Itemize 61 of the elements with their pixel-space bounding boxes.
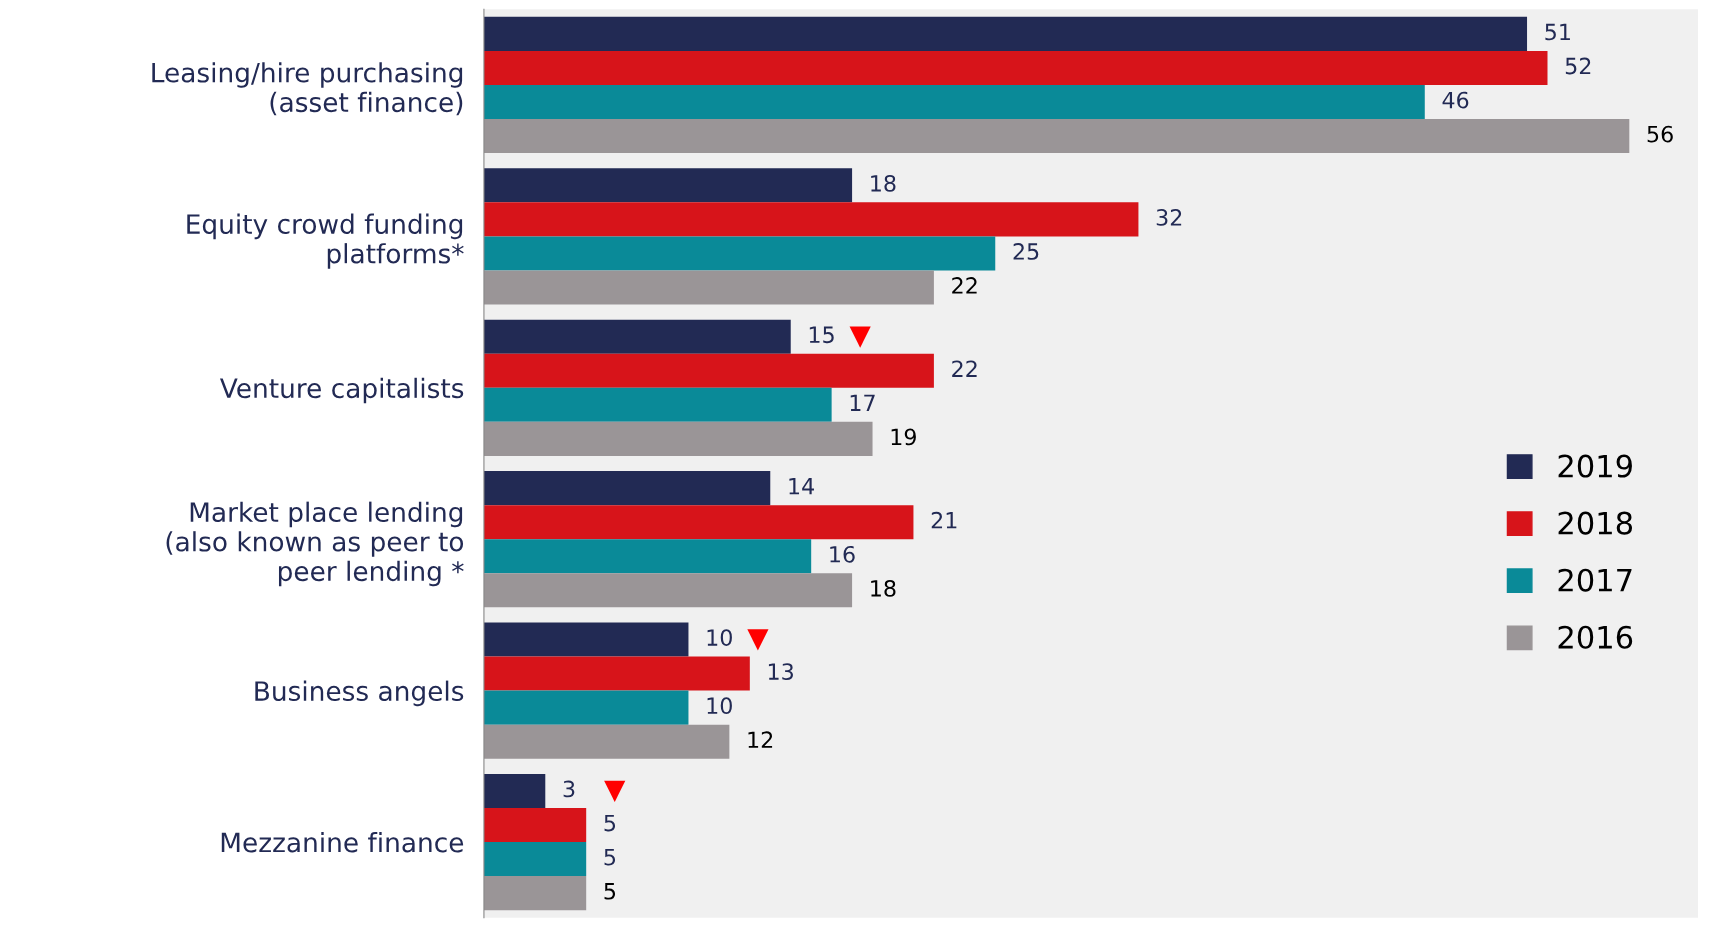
bar <box>483 119 1630 154</box>
legend-label: 2018 <box>1558 511 1633 535</box>
data-label: 25 <box>1013 243 1039 260</box>
data-label: 14 <box>789 478 814 495</box>
bar <box>483 724 730 759</box>
bar <box>483 622 689 657</box>
bar <box>483 236 996 271</box>
data-label: 18 <box>871 579 896 597</box>
data-label: 13 <box>768 663 793 681</box>
bar <box>483 505 914 540</box>
legend-label: 2017 <box>1558 568 1632 592</box>
data-label: 56 <box>1647 125 1673 143</box>
bar <box>483 168 853 203</box>
bar <box>483 471 771 506</box>
data-label: 19 <box>891 428 916 446</box>
data-label: 52 <box>1565 57 1591 75</box>
annotation: ▼ <box>747 629 769 651</box>
y-tick-label: Leasing/hire purchasing (asset finance) <box>152 62 463 116</box>
data-label: 15 <box>809 326 834 344</box>
bar <box>483 876 587 911</box>
bar <box>483 353 934 388</box>
bar <box>483 421 873 456</box>
data-label: 16 <box>830 545 855 563</box>
annotation: ▼ <box>604 780 626 803</box>
bar <box>483 656 750 691</box>
data-label: 51 <box>1545 23 1570 41</box>
data-label: 18 <box>871 174 896 192</box>
bar <box>483 842 587 877</box>
bar <box>483 387 832 422</box>
data-label: 12 <box>748 731 773 748</box>
data-label: 3 <box>563 780 575 798</box>
bar <box>483 50 1548 85</box>
data-label: 5 <box>604 848 616 866</box>
legend-label: 2016 <box>1558 625 1633 649</box>
data-label: 10 <box>707 697 732 715</box>
legend-label: 2019 <box>1558 454 1632 478</box>
bar <box>483 84 1425 120</box>
bar <box>483 807 587 843</box>
y-tick-label: Business angels <box>255 680 464 707</box>
data-label: 21 <box>931 511 957 529</box>
bar <box>483 539 812 574</box>
bar <box>483 690 689 725</box>
data-label: 46 <box>1442 91 1469 109</box>
bar <box>483 573 853 608</box>
data-label: 5 <box>604 814 616 832</box>
data-label: 5 <box>604 883 616 900</box>
y-tick-label: Market place lending (also known as peer to peer lending * <box>166 501 464 587</box>
bar <box>483 319 791 354</box>
y-tick-label: Venture capitalists <box>219 377 464 404</box>
bar <box>483 202 1139 237</box>
annotation: ▼ <box>849 326 871 348</box>
data-label: 10 <box>707 629 732 646</box>
y-tick-label: Equity crowd funding platforms* <box>187 213 464 269</box>
data-label: 22 <box>952 360 977 377</box>
bar <box>483 270 934 305</box>
data-label: 32 <box>1156 208 1182 226</box>
data-label: 22 <box>952 277 977 294</box>
data-label: 17 <box>850 394 875 411</box>
bar <box>483 16 1528 51</box>
bar <box>483 773 546 808</box>
y-tick-label: Mezzanine finance <box>221 832 464 853</box>
